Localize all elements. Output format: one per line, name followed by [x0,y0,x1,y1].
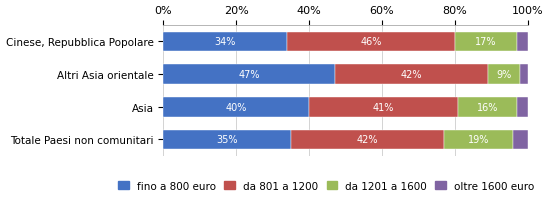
Legend: fino a 800 euro, da 801 a 1200, da 1201 a 1600, oltre 1600 euro: fino a 800 euro, da 801 a 1200, da 1201 … [116,179,536,193]
Text: 42%: 42% [400,70,422,80]
Text: 47%: 47% [238,70,259,80]
Text: 46%: 46% [360,37,382,47]
Text: 34%: 34% [214,37,236,47]
Bar [521,65,528,84]
Text: 41%: 41% [373,102,394,112]
Text: 35%: 35% [216,135,238,145]
Bar [455,32,517,52]
Text: 19%: 19% [468,135,489,145]
Bar [163,130,290,150]
Text: 9%: 9% [496,70,511,80]
Bar [309,97,459,117]
Bar [444,130,513,150]
Bar [163,32,287,52]
Text: 42%: 42% [356,135,378,145]
Bar [513,130,528,150]
Bar [287,32,455,52]
Bar [163,97,309,117]
Bar [517,32,528,52]
Text: 17%: 17% [475,37,497,47]
Text: 16%: 16% [477,102,498,112]
Bar [487,65,521,84]
Bar [163,65,335,84]
Text: 40%: 40% [225,102,247,112]
Bar [335,65,487,84]
Bar [459,97,517,117]
Bar [290,130,444,150]
Bar [517,97,528,117]
